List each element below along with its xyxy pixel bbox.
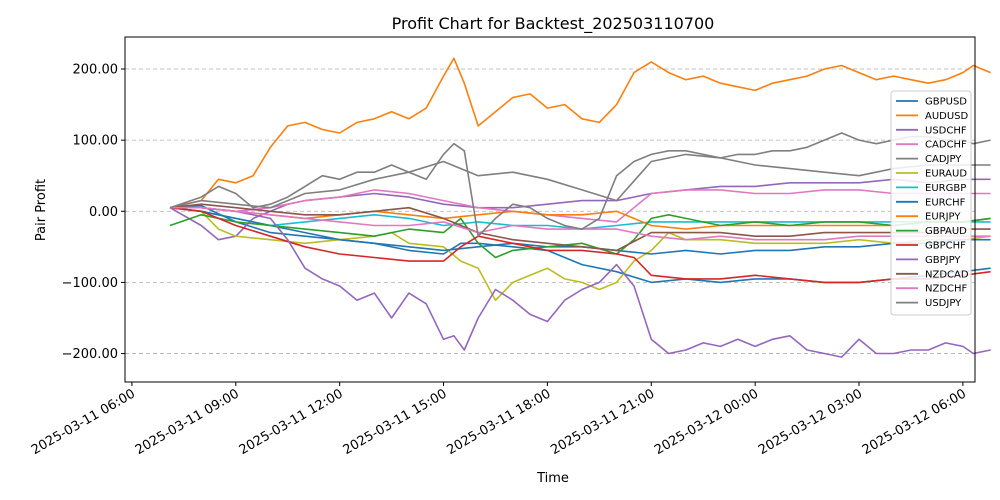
- x-axis-title: Time: [536, 471, 569, 486]
- legend-label: GBPCHF: [925, 241, 966, 252]
- y-tick-label: 0.00: [89, 205, 118, 220]
- y-axis: 200.00 100.00 0.00 −100.00 −200.00: [62, 63, 125, 362]
- series-line-euraud: [169, 206, 991, 302]
- series-line-cadchf: [170, 189, 991, 223]
- legend-label: EURJPY: [925, 212, 961, 223]
- series-line-cadjpy: [169, 153, 991, 209]
- plot-area-frame: [124, 36, 976, 383]
- legend: GBPUSD AUDUSD USDCHF CADCHF CADJPY EURAUD EURG…: [890, 90, 972, 316]
- series-line-gbpaud: [169, 214, 991, 259]
- legend-label: NZDCAD: [925, 269, 969, 280]
- legend-label: EURGBP: [925, 183, 966, 194]
- series-line-usdchf: [169, 178, 991, 241]
- legend-label: USDCHF: [925, 125, 967, 136]
- series-line-audusd: [169, 57, 991, 209]
- y-axis-title: Pair Profit: [34, 179, 49, 241]
- legend-label: CADCHF: [925, 140, 967, 151]
- legend-label: EURAUD: [925, 169, 967, 180]
- series-line-nzdcad: [169, 203, 991, 252]
- series-line-gbpjpy: [170, 206, 991, 358]
- legend-label: EURCHF: [925, 197, 966, 208]
- series-line-gbpchf: [169, 206, 991, 284]
- legend-label: GBPJPY: [925, 255, 961, 266]
- y-tick-label: 100.00: [73, 134, 119, 149]
- y-tick-label: −100.00: [62, 276, 118, 291]
- chart-title: Profit Chart for Backtest_202503110700: [392, 14, 715, 34]
- y-tick-label: −200.00: [62, 347, 118, 362]
- legend-label: USDJPY: [925, 298, 962, 309]
- legend-label: GBPAUD: [925, 226, 967, 237]
- series-layer: [169, 57, 991, 358]
- legend-label: GBPUSD: [925, 97, 967, 108]
- legend-label: NZDCHF: [925, 284, 968, 295]
- legend-label: AUDUSD: [925, 111, 969, 122]
- legend-label: CADJPY: [925, 154, 962, 165]
- series-line-usdjpy: [169, 132, 991, 237]
- y-tick-label: 200.00: [73, 63, 119, 78]
